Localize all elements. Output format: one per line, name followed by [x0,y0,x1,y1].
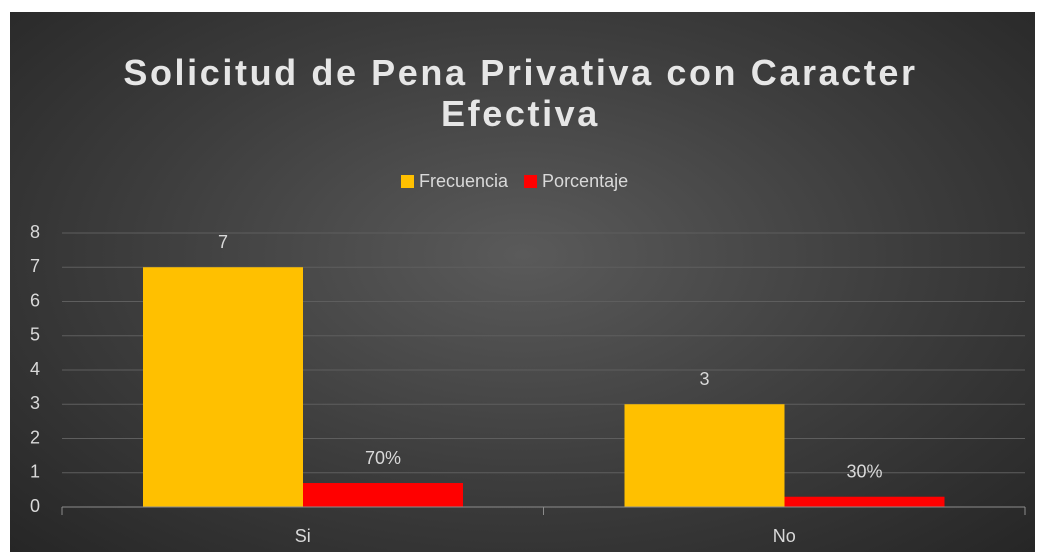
legend-label: Frecuencia [419,171,509,191]
data-label: 30% [846,461,882,481]
chart-title: Solicitud de Pena Privativa con Caracter… [123,52,918,134]
legend-swatch [401,175,414,188]
bar [784,496,945,507]
y-tick-label: 1 [30,462,40,482]
data-label: 70% [365,448,401,468]
y-tick-label: 6 [30,290,40,310]
y-tick-label: 5 [30,325,40,345]
y-tick-label: 2 [30,427,40,447]
data-label: 3 [699,369,709,389]
x-tick-label: Si [295,526,311,546]
legend-swatch [524,175,538,188]
y-tick-label: 8 [30,222,40,242]
bar [624,404,785,507]
x-tick-label: No [773,526,796,546]
y-tick-label: 4 [30,359,40,379]
y-tick-label: 7 [30,256,40,276]
y-tick-label: 3 [30,393,40,413]
bar [143,267,303,507]
data-label: 7 [218,232,228,252]
bar [303,483,463,507]
y-tick-label: 0 [30,496,40,516]
legend-label: Porcentaje [542,171,628,191]
